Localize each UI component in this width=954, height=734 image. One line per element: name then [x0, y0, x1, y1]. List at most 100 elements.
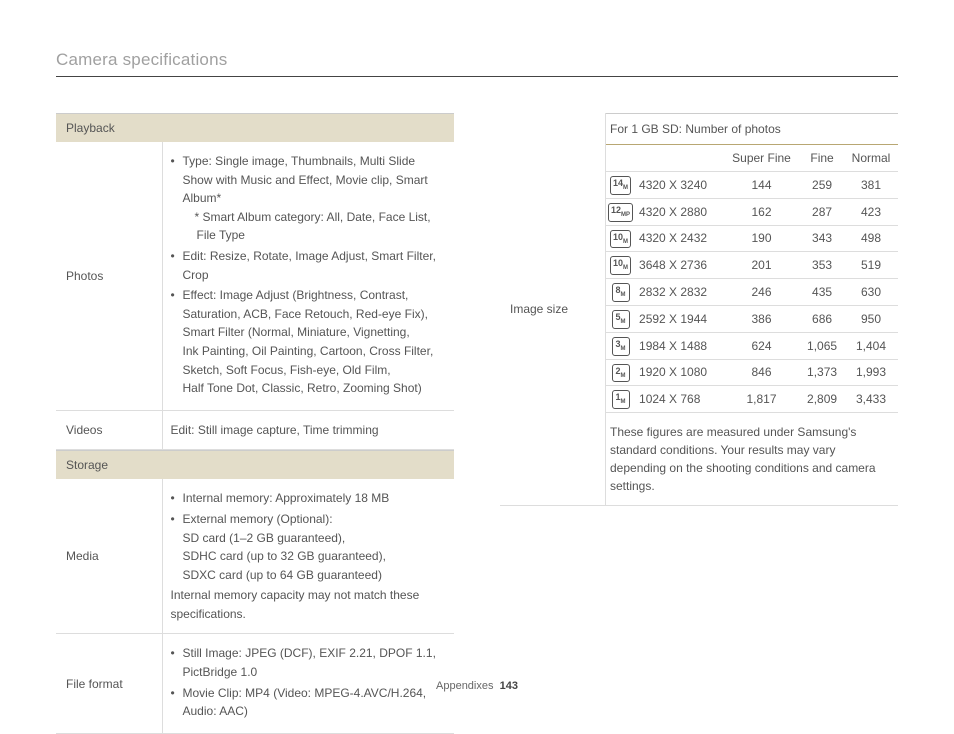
table-row: 10M4320 X 2432190343498 [606, 225, 898, 252]
media-internal: Internal memory: Approximately 18 MB [183, 489, 449, 508]
val-normal: 1,404 [844, 332, 898, 359]
resolution: 4320 X 3240 [635, 172, 723, 199]
ff-still: Still Image: JPEG (DCF), EXIF 2.21, DPOF… [183, 644, 449, 681]
row-photos: Photos Type: Single image, Thumbnails, M… [56, 142, 454, 410]
playback-table: Photos Type: Single image, Thumbnails, M… [56, 142, 454, 450]
section-playback: Playback [56, 113, 454, 142]
resolution: 3648 X 2736 [635, 252, 723, 279]
table-row: 3M1984 X 14886241,0651,404 [606, 332, 898, 359]
megapixel-icon: 5M [612, 310, 630, 329]
megapixel-icon: 14M [610, 176, 631, 195]
val-superfine: 162 [723, 198, 800, 225]
photos-type: Type: Single image, Thumbnails, Multi Sl… [183, 152, 449, 245]
footer-page: 143 [500, 680, 518, 692]
resolution: 4320 X 2432 [635, 225, 723, 252]
val-normal: 423 [844, 198, 898, 225]
ext-c: SDXC card (up to 64 GB guaranteed) [183, 568, 382, 582]
storage-table: Media Internal memory: Approximately 18 … [56, 479, 454, 734]
val-normal: 1,993 [844, 359, 898, 386]
right-column: Image size For 1 GB SD: Number of photos… [500, 113, 898, 734]
mp-icon-cell: 10M [606, 225, 635, 252]
eff-a: Effect: Image Adjust (Brightness, Contra… [183, 288, 409, 302]
val-fine: 686 [800, 305, 844, 332]
content-photos: Type: Single image, Thumbnails, Multi Sl… [162, 142, 454, 410]
photos-edit: Edit: Resize, Rotate, Image Adjust, Smar… [183, 247, 449, 284]
val-superfine: 190 [723, 225, 800, 252]
ext-head: External memory (Optional): [183, 512, 333, 526]
resolution: 1984 X 1488 [635, 332, 723, 359]
mp-icon-cell: 3M [606, 332, 635, 359]
mp-icon-cell: 2M [606, 359, 635, 386]
resolution: 4320 X 2880 [635, 198, 723, 225]
table-row: 5M2592 X 1944386686950 [606, 305, 898, 332]
content-columns: Playback Photos Type: Single image, Thum… [56, 113, 898, 734]
col-superfine: Super Fine [723, 145, 800, 172]
label-media: Media [56, 479, 162, 634]
val-fine: 287 [800, 198, 844, 225]
val-fine: 353 [800, 252, 844, 279]
table-row: 1M 1024 X 7681,8172,8093,433 [606, 386, 898, 413]
megapixel-icon: 1M [612, 390, 630, 409]
table-row: 2M 1920 X 10808461,3731,993 [606, 359, 898, 386]
disclaimer: These figures are measured under Samsung… [606, 413, 898, 495]
val-normal: 498 [844, 225, 898, 252]
ext-a: SD card (1–2 GB guaranteed), [183, 531, 346, 545]
mp-icon-cell: 10M [606, 252, 635, 279]
megapixel-icon: 12MP [608, 203, 633, 222]
mp-icon-cell: 8M [606, 279, 635, 306]
val-superfine: 846 [723, 359, 800, 386]
photos-type-sub1: * Smart Album category: All, Date, Face … [183, 208, 449, 227]
row-media: Media Internal memory: Approximately 18 … [56, 479, 454, 634]
photo-count-table: Super Fine Fine Normal 14M4320 X 3240144… [606, 145, 898, 413]
megapixel-icon: 10M [610, 256, 631, 275]
megapixel-icon: 3M [612, 337, 630, 356]
val-fine: 343 [800, 225, 844, 252]
megapixel-icon: 8M [612, 283, 630, 302]
photos-type-text: Type: Single image, Thumbnails, Multi Sl… [183, 154, 428, 205]
label-imagesize: Image size [500, 113, 606, 506]
photos-effect: Effect: Image Adjust (Brightness, Contra… [183, 286, 449, 398]
label-videos: Videos [56, 410, 162, 450]
val-superfine: 1,817 [723, 386, 800, 413]
resolution: 1920 X 1080 [635, 359, 723, 386]
table-row: 14M4320 X 3240144259381 [606, 172, 898, 199]
val-normal: 519 [844, 252, 898, 279]
content-media: Internal memory: Approximately 18 MB Ext… [162, 479, 454, 634]
row-videos: Videos Edit: Still image capture, Time t… [56, 410, 454, 450]
resolution: 1024 X 768 [635, 386, 723, 413]
val-normal: 630 [844, 279, 898, 306]
val-normal: 950 [844, 305, 898, 332]
mp-icon-cell: 1M [606, 386, 635, 413]
resolution: 2832 X 2832 [635, 279, 723, 306]
val-fine: 259 [800, 172, 844, 199]
table-row: 8M2832 X 2832246435630 [606, 279, 898, 306]
resolution: 2592 X 1944 [635, 305, 723, 332]
mp-icon-cell: 14M [606, 172, 635, 199]
label-photos: Photos [56, 142, 162, 410]
mp-icon-cell: 12MP [606, 198, 635, 225]
col-normal: Normal [844, 145, 898, 172]
val-fine: 2,809 [800, 386, 844, 413]
photos-type-sub2: File Type [183, 226, 449, 245]
eff-f: Half Tone Dot, Classic, Retro, Zooming S… [183, 381, 422, 395]
megapixel-icon: 10M [610, 230, 631, 249]
val-superfine: 246 [723, 279, 800, 306]
val-fine: 1,065 [800, 332, 844, 359]
val-normal: 3,433 [844, 386, 898, 413]
megapixel-icon: 2M [612, 364, 630, 383]
col-fine: Fine [800, 145, 844, 172]
val-fine: 1,373 [800, 359, 844, 386]
image-size-block: Image size For 1 GB SD: Number of photos… [500, 113, 898, 506]
table-caption: For 1 GB SD: Number of photos [606, 113, 898, 145]
left-column: Playback Photos Type: Single image, Thum… [56, 113, 454, 734]
eff-e: Sketch, Soft Focus, Fish-eye, Old Film, [183, 363, 391, 377]
val-superfine: 201 [723, 252, 800, 279]
content-videos: Edit: Still image capture, Time trimming [162, 410, 454, 450]
eff-b: Saturation, ACB, Face Retouch, Red-eye F… [183, 307, 428, 321]
media-note: Internal memory capacity may not match t… [171, 586, 449, 623]
footer-section: Appendixes [436, 680, 494, 692]
val-superfine: 144 [723, 172, 800, 199]
image-size-body: For 1 GB SD: Number of photos Super Fine… [606, 113, 898, 506]
page-title: Camera specifications [56, 50, 898, 77]
eff-d: Ink Painting, Oil Painting, Cartoon, Cro… [183, 344, 434, 358]
